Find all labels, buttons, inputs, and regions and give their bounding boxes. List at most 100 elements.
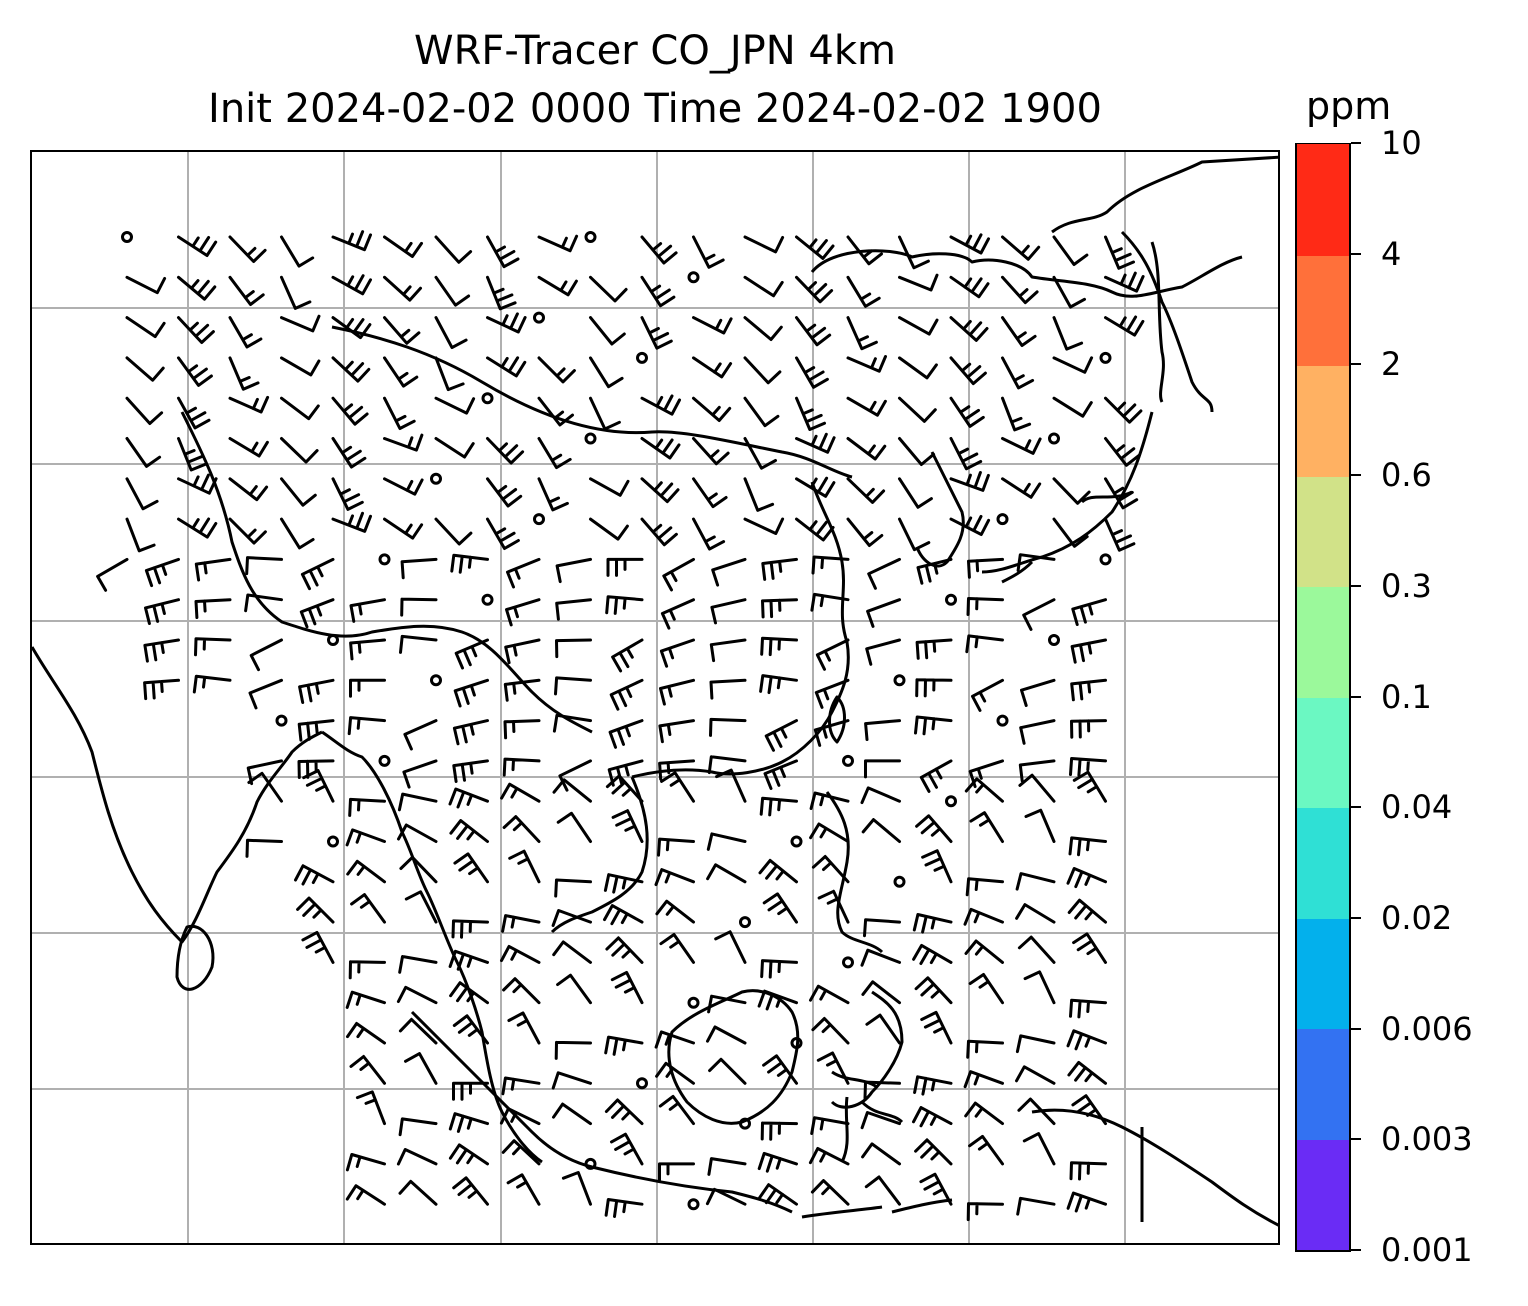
- wind-barb: [1001, 356, 1035, 390]
- wind-barb: [914, 976, 953, 1005]
- colorbar-tick-mark: [1351, 474, 1361, 477]
- wind-barb: [654, 1030, 695, 1049]
- wind-barb: [964, 777, 1004, 803]
- wind-barb: [604, 1035, 644, 1056]
- wind-barb: [1067, 898, 1107, 924]
- border-mongolia: [331, 325, 853, 479]
- wind-barb: [280, 396, 320, 421]
- wind-barb: [814, 678, 850, 709]
- colorbar-tick-label: 0.1: [1381, 677, 1432, 716]
- wind-barb: [383, 235, 423, 258]
- wind-barb: [810, 1116, 850, 1135]
- colorbar-segment: [1297, 586, 1349, 698]
- wind-barb: [846, 517, 884, 547]
- wind-barb: [860, 948, 901, 967]
- calm-wind-circle: [945, 795, 957, 808]
- wind-barb: [249, 638, 283, 672]
- wind-barb: [1052, 396, 1093, 418]
- wind-barb: [503, 719, 541, 740]
- wind-barb: [396, 1148, 438, 1166]
- wind-barb: [194, 598, 232, 619]
- wind-barb: [552, 778, 592, 803]
- wind-barb: [706, 1025, 747, 1045]
- wind-barb: [1070, 638, 1107, 664]
- wind-barb: [194, 637, 232, 657]
- wind-barb: [898, 356, 938, 380]
- wind-barb: [605, 595, 644, 615]
- coastline-philippines-south: [830, 990, 904, 1109]
- wind-barb: [331, 511, 372, 533]
- wind-barb: [1052, 275, 1086, 309]
- wind-barb: [611, 809, 644, 843]
- wind-barb: [658, 1094, 695, 1126]
- wind-barb: [863, 918, 901, 938]
- wind-barb: [501, 914, 541, 933]
- wind-barb: [919, 759, 953, 793]
- coastline-taiwan: [828, 695, 846, 744]
- wind-barb: [810, 592, 850, 612]
- calm-wind-circle: [327, 634, 339, 646]
- coastline-lesser-sunda: [801, 1198, 953, 1219]
- colorbar-tick-label: 0.006: [1381, 1009, 1473, 1048]
- wind-barb: [757, 989, 798, 1011]
- wind-barb: [898, 396, 937, 423]
- colorbar-segment: [1297, 144, 1349, 256]
- wind-barb: [449, 981, 489, 1005]
- wind-barb: [589, 356, 624, 389]
- wind-barb: [846, 396, 887, 417]
- wind-barb: [1104, 437, 1141, 467]
- wind-barb: [915, 638, 953, 660]
- wind-barb: [964, 939, 1004, 964]
- wind-barb: [654, 868, 695, 887]
- wind-barb: [434, 396, 476, 415]
- wind-barb: [349, 638, 386, 661]
- wind-barb: [400, 597, 438, 617]
- wind-barb: [350, 893, 386, 924]
- wind-barb: [809, 984, 850, 1005]
- wind-barb: [707, 994, 747, 1014]
- colorbar-tick-label: 4: [1381, 234, 1402, 273]
- wind-barb: [228, 235, 267, 263]
- wind-barb: [867, 557, 901, 590]
- wind-barb: [846, 355, 887, 373]
- wind-barb: [920, 1010, 953, 1045]
- wind-barb: [537, 396, 574, 427]
- wind-barb: [1072, 932, 1107, 964]
- wind-barb: [125, 517, 156, 553]
- wind-barb: [1020, 678, 1056, 707]
- wind-barb: [861, 980, 901, 1005]
- wind-barb: [383, 517, 424, 540]
- colorbar-tick-label: 0.3: [1381, 566, 1432, 605]
- wind-barb: [383, 396, 416, 430]
- wind-barb: [1052, 356, 1094, 374]
- wind-barb: [846, 235, 883, 266]
- colorbar-segment: [1297, 807, 1349, 919]
- wind-barb: [349, 598, 386, 623]
- wind-barb: [640, 394, 681, 416]
- colorbar-segment: [1297, 917, 1349, 1029]
- wind-barb: [1070, 719, 1107, 739]
- wind-barb: [709, 717, 747, 737]
- wind-barb: [280, 437, 319, 464]
- calm-wind-circle: [790, 1037, 803, 1049]
- wind-barb: [949, 316, 989, 342]
- wind-barb: [1066, 1191, 1107, 1213]
- wind-barb: [355, 1090, 386, 1126]
- wind-barb: [280, 235, 315, 268]
- wind-barb: [554, 676, 592, 696]
- calm-wind-circle: [378, 553, 391, 566]
- wind-barb: [486, 356, 527, 378]
- wind-barb: [404, 890, 438, 924]
- wind-barb: [659, 933, 695, 964]
- wind-barb: [610, 1132, 644, 1166]
- wind-barb: [606, 557, 644, 577]
- wind-barb: [349, 1055, 386, 1085]
- wind-barb: [971, 678, 1004, 712]
- wind-barb: [811, 1017, 850, 1045]
- wind-barb: [808, 1147, 850, 1166]
- wind-barb: [589, 477, 630, 497]
- wind-barb: [603, 904, 644, 926]
- wind-barb: [555, 598, 592, 621]
- calm-wind-circle: [893, 674, 906, 687]
- wind-barb: [192, 674, 232, 694]
